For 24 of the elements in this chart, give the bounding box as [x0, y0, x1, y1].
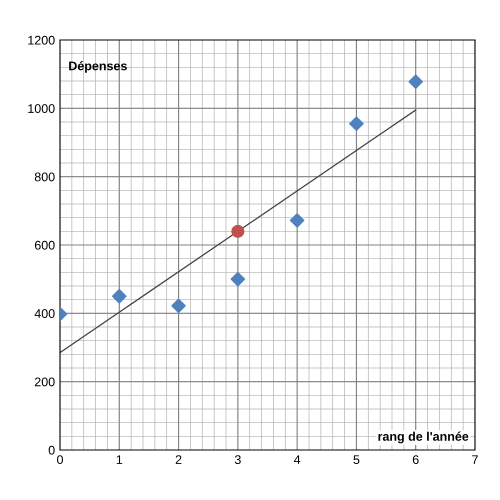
x-tick-label: 3 [234, 455, 241, 464]
y-tick-label: 200 [34, 377, 55, 386]
x-axis-title: rang de l'année [378, 432, 468, 444]
y-tick-label: 0 [48, 446, 55, 455]
y-tick-label: 800 [34, 172, 55, 182]
x-tick-label: 1 [116, 455, 122, 464]
y-tick-label: 1200 [28, 36, 55, 45]
x-tick-label: 4 [294, 455, 300, 464]
point [408, 74, 423, 89]
point [349, 116, 364, 131]
point [290, 213, 304, 228]
y-tick-label: 400 [34, 309, 55, 318]
point [230, 272, 246, 286]
point [231, 224, 244, 238]
x-tick-label: 0 [57, 455, 63, 464]
x-tick-label: 2 [176, 455, 182, 464]
x-tick-label: 7 [472, 455, 478, 464]
point [112, 288, 127, 304]
y-tick-label: 600 [34, 240, 55, 250]
y-tick-label: 1000 [28, 104, 55, 113]
x-tick-label: 5 [353, 455, 360, 464]
y-axis-title: Dépenses [69, 61, 127, 73]
x-tick-label: 6 [412, 455, 419, 464]
point [171, 298, 186, 314]
